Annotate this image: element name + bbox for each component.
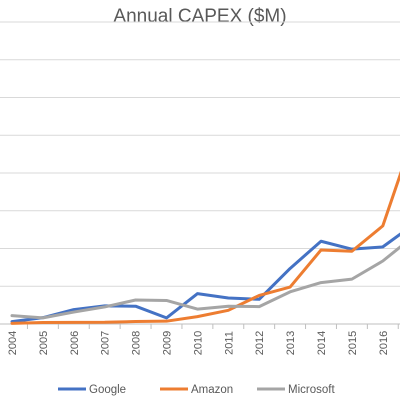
x-tick-label: 2008 <box>131 331 143 355</box>
x-axis-ticks: 2004 2005 2006 2007 2008 2009 2010 2011 2012 2013… <box>7 324 399 355</box>
series-line-amazon <box>10 170 400 325</box>
x-tick-label: 2013 <box>285 331 297 355</box>
legend-label: Amazon <box>191 384 233 396</box>
series-line-google <box>10 232 400 324</box>
series-line-microsoft <box>10 245 400 320</box>
legend-label: Microsoft <box>288 384 335 396</box>
legend-label: Google <box>89 384 126 396</box>
x-tick-label: 2010 <box>192 331 204 355</box>
legend: Google Amazon Microsoft <box>58 384 335 396</box>
x-tick-label: 2016 <box>378 331 390 355</box>
x-tick-label: 2015 <box>347 331 359 355</box>
x-tick-label: 2011 <box>223 331 235 355</box>
x-tick-label: 2006 <box>69 331 81 355</box>
x-tick-label: 2009 <box>162 331 174 355</box>
x-tick-label: 2005 <box>38 331 50 355</box>
x-tick-label: 2007 <box>100 331 112 355</box>
x-tick-label: 2014 <box>316 331 328 355</box>
gridlines <box>0 21 400 287</box>
x-tick-label: 2012 <box>254 331 266 355</box>
x-tick-label: 2004 <box>7 331 19 355</box>
